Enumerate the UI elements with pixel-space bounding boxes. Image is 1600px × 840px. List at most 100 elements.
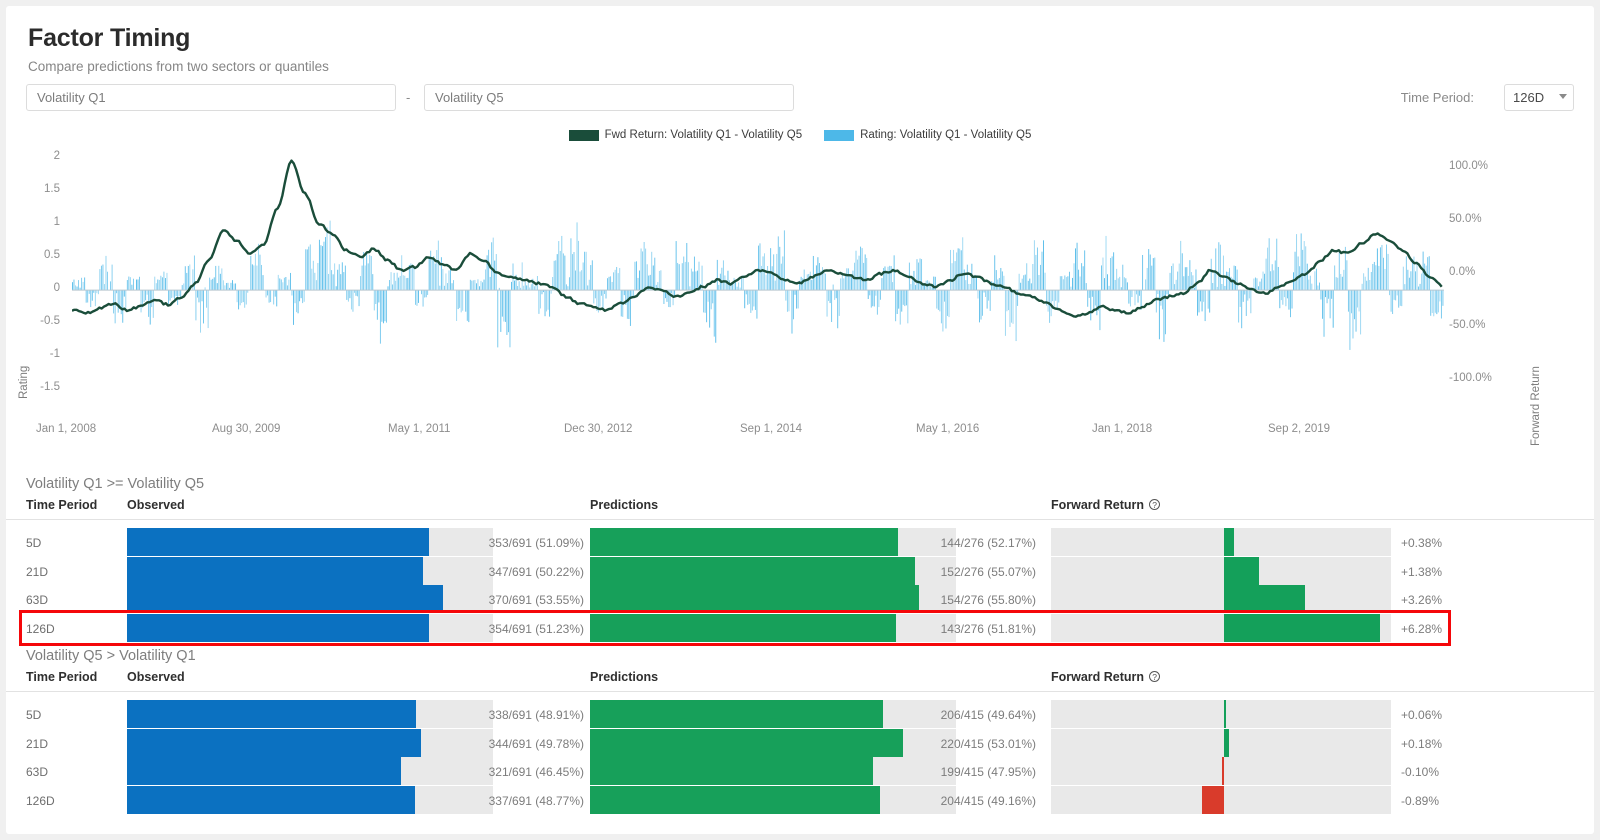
y-tick-left: -1.5 <box>40 381 60 394</box>
predictions-bar-fill <box>590 613 896 642</box>
table-row[interactable]: 126D 354/691 (51.23%) 143/276 (51.81%) +6.2… <box>6 613 1594 642</box>
predictions-bar-track <box>590 757 956 785</box>
predictions-bar-track <box>590 556 956 585</box>
fwd-return-line <box>72 159 1443 318</box>
predictions-bar-track <box>590 585 956 613</box>
row-period-label: 21D <box>26 564 49 579</box>
column-header-forward-return: Forward Return? <box>1051 670 1161 684</box>
factor-timing-chart: Rating Forward Return 2 1.5 1 0.5 0 -0.5 -1 -1.… <box>6 141 1594 446</box>
observed-bar-fill <box>127 556 424 585</box>
predictions-bar-track <box>590 700 956 728</box>
forward-return-value: +1.38% <box>1401 564 1443 579</box>
table-section-title: Volatility Q5 > Volatility Q1 <box>26 648 196 664</box>
table-row[interactable]: 63D 370/691 (53.55%) 154/276 (55.80%) +3.26… <box>6 585 1594 613</box>
y-axis-right-title: Forward Return <box>1530 366 1542 446</box>
row-period-label: 5D <box>26 708 42 722</box>
forward-return-value: +0.06% <box>1401 708 1443 722</box>
observed-bar-track <box>127 585 493 613</box>
y-tick-left: 0 <box>53 282 60 295</box>
sector-selector-b[interactable]: Volatility Q5 <box>424 84 794 111</box>
forward-return-bar-track <box>1051 785 1391 814</box>
forward-return-value: +0.18% <box>1401 736 1443 751</box>
predictions-bar-track <box>590 613 956 642</box>
forward-return-bar-fill <box>1221 757 1225 785</box>
observed-value: 354/691 (51.23%) <box>488 621 584 636</box>
predictions-bar-fill <box>590 785 881 814</box>
y-tick-right: -100.0% <box>1449 371 1492 384</box>
observed-bar-track <box>127 528 493 556</box>
predictions-bar-fill <box>590 728 903 757</box>
forward-return-value: +0.38% <box>1401 536 1443 550</box>
column-header-observed: Observed <box>127 670 185 684</box>
help-circle-icon[interactable]: ? <box>1149 499 1161 510</box>
x-tick: Sep 1, 2014 <box>740 423 803 435</box>
row-period-label: 5D <box>26 536 42 550</box>
table-row[interactable]: 5D 353/691 (51.09%) 144/276 (52.17%) +0.38% <box>6 528 1594 556</box>
forward-return-bar-fill <box>1202 785 1225 814</box>
observed-bar-fill <box>127 528 429 556</box>
help-circle-icon[interactable]: ? <box>1149 671 1161 682</box>
observed-bar-track <box>127 556 493 585</box>
observed-bar-fill <box>127 585 444 613</box>
legend-item-1[interactable]: Rating: Volatility Q1 - Volatility Q5 <box>824 129 1031 141</box>
page-title: Factor Timing <box>28 24 191 52</box>
y-tick-right: 50.0% <box>1449 212 1482 225</box>
row-period-label: 63D <box>26 765 49 779</box>
x-tick: Dec 30, 2012 <box>564 423 633 435</box>
row-period-label: 63D <box>26 593 49 607</box>
table-header-row: Time Period Observed Predictions Forward Re… <box>6 498 1594 520</box>
column-header-label: Forward Return <box>1051 498 1145 512</box>
x-tick: Aug 30, 2009 <box>212 423 281 435</box>
table-row[interactable]: 126D 337/691 (48.77%) 204/415 (49.16%) -0.8… <box>6 785 1594 814</box>
observed-value: 347/691 (50.22%) <box>488 564 584 579</box>
predictions-bar-fill <box>590 528 898 556</box>
forward-return-bar-track <box>1051 556 1391 585</box>
observed-bar-fill <box>127 757 402 785</box>
forward-return-value: -0.89% <box>1401 793 1440 808</box>
observed-bar-fill <box>127 700 416 728</box>
x-tick: Sep 2, 2019 <box>1268 423 1331 435</box>
predictions-bar-fill <box>590 556 916 585</box>
table-row[interactable]: 21D 344/691 (49.78%) 220/415 (53.01%) +0.18… <box>6 728 1594 757</box>
forward-return-bar-fill <box>1224 528 1234 556</box>
row-period-label: 126D <box>26 793 55 808</box>
table-row[interactable]: 63D 321/691 (46.45%) 199/415 (47.95%) -0.10… <box>6 757 1594 785</box>
observed-bar-track <box>127 613 493 642</box>
page-subtitle: Compare predictions from two sectors or … <box>28 59 329 74</box>
chevron-down-icon[interactable] <box>1559 94 1567 99</box>
column-header-predictions: Predictions <box>590 670 659 684</box>
forward-return-bar-fill <box>1224 728 1229 757</box>
table-row[interactable]: 21D 347/691 (50.22%) 152/276 (55.07%) +1.38… <box>6 556 1594 585</box>
legend-swatch-icon <box>824 129 855 141</box>
predictions-value: 220/415 (53.01%) <box>940 736 1036 751</box>
y-tick-left: 1 <box>53 215 60 228</box>
observed-value: 337/691 (48.77%) <box>488 793 584 808</box>
forward-return-bar-track <box>1051 613 1391 642</box>
table-row[interactable]: 5D 338/691 (48.91%) 206/415 (49.64%) +0.06% <box>6 700 1594 728</box>
predictions-bar-track <box>590 728 956 757</box>
observed-value: 321/691 (46.45%) <box>488 765 584 779</box>
y-tick-right: 0.0% <box>1449 265 1476 278</box>
forward-return-bar-track <box>1051 757 1391 785</box>
forward-return-bar-fill <box>1224 700 1226 728</box>
observed-bar-fill <box>127 728 421 757</box>
legend-item-0[interactable]: Fwd Return: Volatility Q1 - Volatility Q… <box>568 129 802 141</box>
predictions-value: 204/415 (49.16%) <box>940 793 1036 808</box>
y-tick-left: -1 <box>49 348 60 361</box>
forward-return-bar-track <box>1051 528 1391 556</box>
y-tick-left: 1.5 <box>44 182 60 195</box>
selector-separator: - <box>406 90 411 105</box>
predictions-bar-fill <box>590 757 874 785</box>
observed-value: 353/691 (51.09%) <box>488 536 584 550</box>
x-tick: Jan 1, 2018 <box>1092 423 1153 435</box>
forward-return-bar-track <box>1051 700 1391 728</box>
factor-timing-page: Factor Timing Compare predictions from t… <box>6 6 1594 834</box>
observed-value: 338/691 (48.91%) <box>488 708 584 722</box>
predictions-bar-track <box>590 785 956 814</box>
sector-selector-a[interactable]: Volatility Q1 <box>26 84 396 111</box>
y-tick-left: 2 <box>53 149 60 162</box>
forward-return-value: -0.10% <box>1401 765 1440 779</box>
column-header-period: Time Period <box>26 670 98 684</box>
predictions-bar-track <box>590 528 956 556</box>
x-tick: Jan 1, 2008 <box>36 423 97 435</box>
